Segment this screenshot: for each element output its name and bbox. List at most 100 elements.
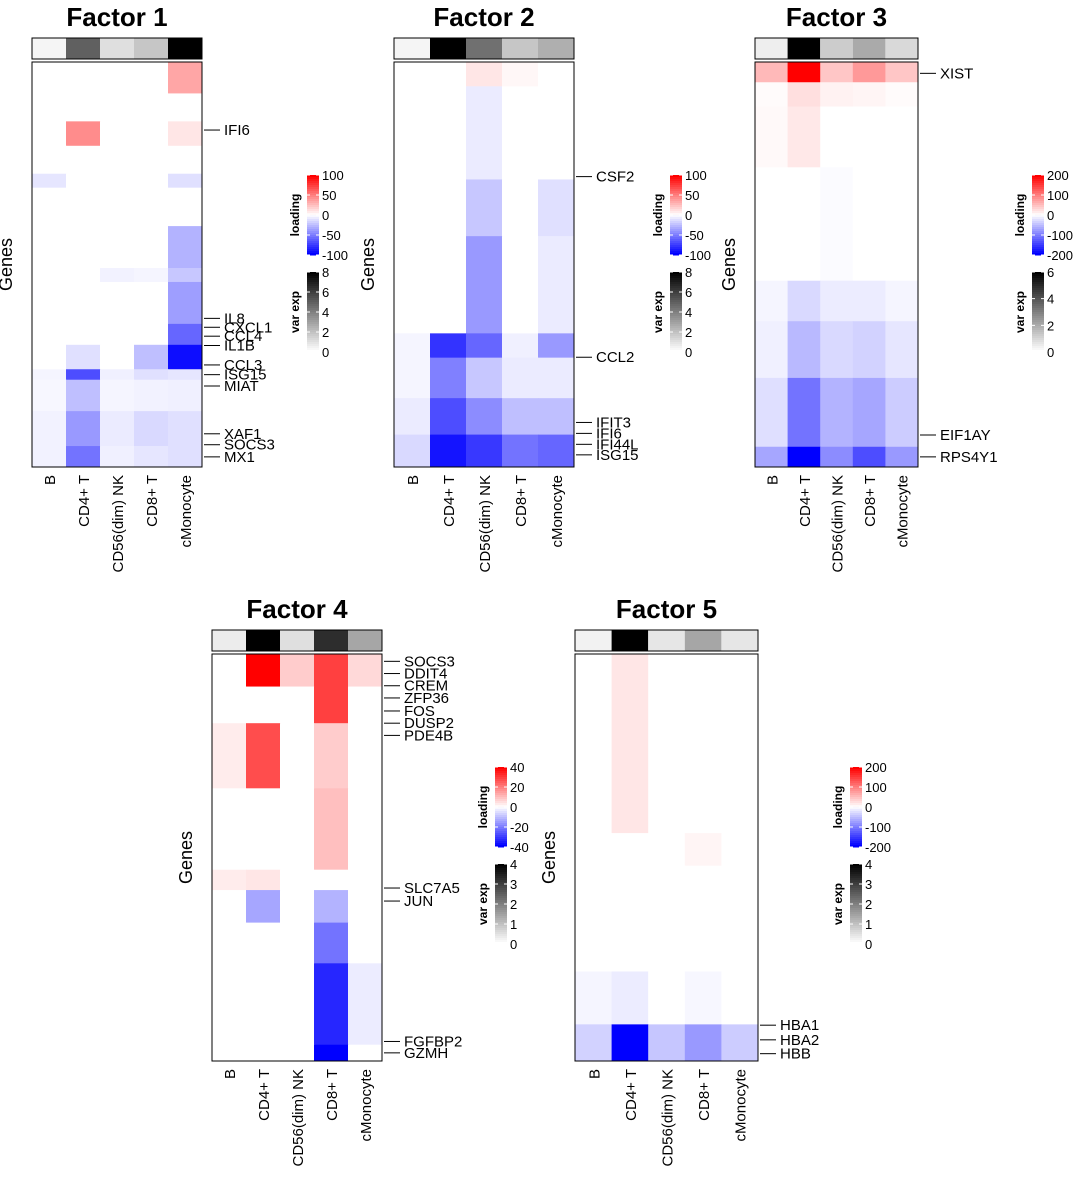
loading-legend-step [670, 175, 682, 178]
var-exp-legend-title: var exp [1013, 291, 1027, 333]
var-exp-legend-step [307, 346, 319, 349]
loading-legend-step [670, 245, 682, 248]
heatmap-cell [755, 377, 788, 448]
loading-legend-step [1032, 177, 1044, 180]
heatmap-cell [246, 723, 281, 789]
heatmap-cell [134, 187, 169, 227]
heatmap-cell [430, 398, 467, 435]
loading-legend-step [1032, 189, 1044, 192]
var-exp-legend-step [307, 298, 319, 301]
var-exp-legend-step [495, 888, 507, 891]
heatmap-cell [100, 446, 135, 468]
var-exp-legend-step [670, 310, 682, 313]
heatmap-cell [611, 1024, 649, 1062]
var-exp-legend-step [1032, 292, 1044, 295]
heatmap-cell [430, 62, 467, 87]
loading-legend-step [670, 181, 682, 184]
heatmap-cell [348, 654, 383, 687]
loading-legend-step [307, 199, 319, 202]
loading-legend-step [307, 233, 319, 236]
var-exp-cell [134, 38, 168, 59]
heatmap-cell [212, 654, 247, 687]
heatmap-cell [648, 971, 686, 1025]
loading-legend-step [850, 789, 862, 792]
var-exp-legend-step [850, 924, 862, 927]
heatmap-cell [648, 865, 686, 972]
heatmap-cell [721, 1024, 759, 1062]
loading-legend-tick: 0 [510, 800, 517, 815]
var-exp-legend-step [1032, 306, 1044, 309]
loading-legend-step [850, 807, 862, 810]
heatmap-cell [100, 267, 135, 283]
var-exp-legend-step [1032, 334, 1044, 337]
x-tick-label: cMonocyte [733, 1069, 750, 1142]
heatmap-cell [314, 654, 349, 687]
heatmap-cell [787, 167, 821, 282]
loading-legend-step [850, 841, 862, 844]
var-exp-legend-step [495, 928, 507, 931]
gene-label: IL1B [224, 338, 255, 355]
loading-legend-tick: -40 [510, 840, 529, 855]
heatmap-cell [134, 344, 169, 370]
loading-legend-step [307, 183, 319, 186]
heatmap-cell [280, 963, 315, 1046]
heatmap-cell [32, 281, 67, 325]
gene-label: EIF1AY [940, 427, 991, 444]
heatmap-cell [820, 321, 854, 379]
heatmap-cell [134, 267, 169, 283]
loading-legend-step [307, 185, 319, 188]
heatmap-cell [575, 971, 612, 1025]
loading-legend-step [1032, 209, 1044, 212]
heatmap-cell [66, 369, 101, 381]
loading-legend-step [307, 251, 319, 254]
loading-legend-step [850, 781, 862, 784]
var-exp-legend-step [307, 286, 319, 289]
x-tick-label: CD8+ T [862, 475, 879, 527]
var-exp-legend-step [670, 348, 682, 351]
var-exp-legend-step [495, 864, 507, 867]
var-exp-legend-tick: 2 [322, 325, 329, 340]
heatmap-cell [885, 167, 919, 282]
loading-legend-tick: 100 [322, 168, 344, 183]
var-exp-legend-tick: 4 [685, 305, 692, 320]
var-exp-legend-step [850, 942, 862, 945]
loading-legend-step [1032, 251, 1044, 254]
loading-legend-title: loading [651, 194, 665, 237]
heatmap-cell [787, 106, 821, 168]
loading-legend-step [495, 823, 507, 826]
var-exp-legend-step [850, 894, 862, 897]
var-exp-legend-step [307, 342, 319, 345]
var-exp-frame [393, 37, 575, 60]
var-exp-legend-step [307, 336, 319, 339]
loading-legend-step [307, 197, 319, 200]
loading-legend-step [495, 817, 507, 820]
x-tick-label: CD4+ T [623, 1069, 640, 1121]
loading-legend-step [495, 827, 507, 830]
heatmap-cell [212, 686, 247, 724]
heatmap-cell [348, 869, 383, 891]
var-exp-legend-step [670, 306, 682, 309]
loading-legend-step [670, 191, 682, 194]
loading-legend-step [307, 175, 319, 178]
heatmap-cell [538, 86, 575, 180]
var-exp-legend-step [670, 298, 682, 301]
var-exp-cell [787, 38, 821, 59]
heatmap-cell [755, 82, 788, 107]
heatmap-cell [212, 788, 247, 871]
heatmap-cell [348, 963, 383, 1046]
x-tick-label: CD8+ T [696, 1069, 713, 1121]
loading-legend-step [495, 805, 507, 808]
var-exp-legend-step [1032, 312, 1044, 315]
heatmap-cell [280, 686, 315, 724]
var-exp-legend-step [850, 884, 862, 887]
loading-legend-step [495, 779, 507, 782]
var-exp-legend-step [1032, 340, 1044, 343]
heatmap-cell [684, 1024, 722, 1062]
heatmap-cell [314, 686, 349, 724]
heatmap-cell [168, 187, 203, 227]
heatmap-cell [852, 106, 886, 168]
loading-legend-step [495, 771, 507, 774]
var-exp-legend-step [307, 340, 319, 343]
var-exp-legend-step [670, 328, 682, 331]
loading-legend-step [850, 773, 862, 776]
